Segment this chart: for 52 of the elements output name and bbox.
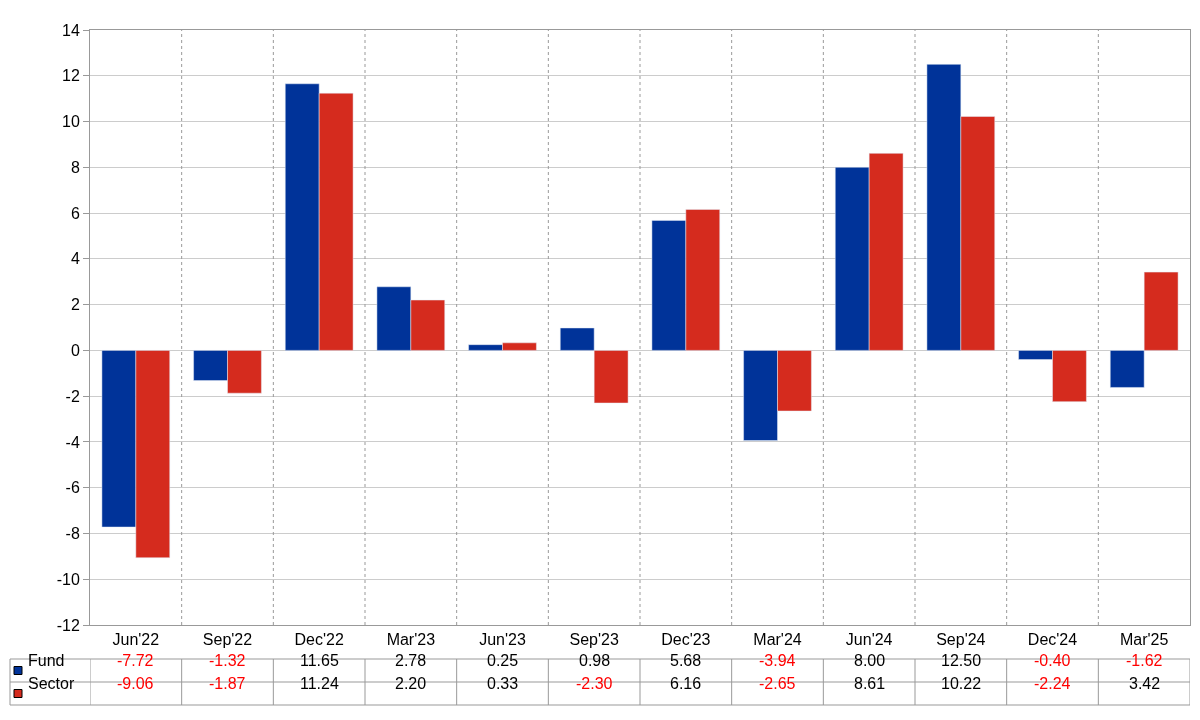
data-label: -2.24 — [1034, 675, 1071, 692]
data-label: 8.61 — [854, 675, 886, 692]
x-tick-label: Dec'23 — [661, 631, 711, 649]
x-tick-label: Sep'24 — [936, 631, 986, 649]
y-tick-label: -6 — [65, 479, 80, 497]
x-tick-label: Sep'23 — [569, 631, 619, 649]
y-tick-label: -10 — [56, 570, 80, 588]
y-tick-label: 0 — [70, 341, 80, 359]
legend-label: Fund — [28, 652, 65, 669]
data-label: 0.98 — [579, 652, 611, 669]
y-tick-label: 4 — [70, 250, 80, 268]
data-label: 11.24 — [300, 675, 339, 692]
x-tick-label: Dec'22 — [294, 631, 344, 649]
x-tick-label: Jun'22 — [112, 631, 160, 649]
data-label: -3.94 — [759, 652, 796, 669]
data-label: 8.00 — [854, 652, 886, 669]
data-label: 2.20 — [395, 675, 427, 692]
x-tick-label: Dec'24 — [1027, 631, 1078, 649]
y-tick-label: 12 — [62, 67, 80, 85]
y-tick-label: -2 — [65, 387, 80, 405]
x-tick-label: Mar'25 — [1119, 631, 1169, 649]
y-tick-label: 2 — [70, 296, 80, 314]
x-tick-label: Mar'24 — [753, 631, 802, 649]
data-label: 5.68 — [670, 652, 702, 669]
y-tick-label: 8 — [70, 158, 80, 176]
data-label: 6.16 — [670, 675, 702, 692]
data-label: -1.62 — [1126, 652, 1163, 669]
y-tick-label: 10 — [62, 113, 80, 131]
data-label: 2.78 — [395, 652, 427, 669]
data-label: 3.42 — [1129, 675, 1161, 692]
data-label: -0.40 — [1034, 652, 1071, 669]
x-tick-label: Sep'22 — [202, 631, 253, 649]
data-label: -1.32 — [209, 652, 246, 669]
y-tick-label: -12 — [56, 616, 80, 634]
x-tick-label: Mar'23 — [386, 631, 436, 649]
x-tick-label: Jun'23 — [479, 631, 526, 649]
data-label: 0.33 — [487, 675, 519, 692]
data-label: 10.22 — [941, 675, 982, 692]
data-label: 12.50 — [941, 652, 982, 669]
data-label: 0.25 — [487, 652, 519, 669]
y-tick-label: 6 — [70, 204, 80, 222]
legend-label: Sector — [28, 675, 75, 692]
y-tick-label: -4 — [65, 433, 80, 451]
data-label: -9.06 — [117, 675, 154, 692]
x-tick-label: Jun'24 — [845, 631, 893, 649]
data-label: -2.30 — [576, 675, 613, 692]
y-tick-label: -8 — [65, 525, 80, 543]
data-label: -2.65 — [759, 675, 796, 692]
data-label: -1.87 — [209, 675, 246, 692]
data-label: -7.72 — [117, 652, 154, 669]
y-tick-label: 14 — [62, 21, 80, 39]
data-label: 11.65 — [300, 652, 339, 669]
